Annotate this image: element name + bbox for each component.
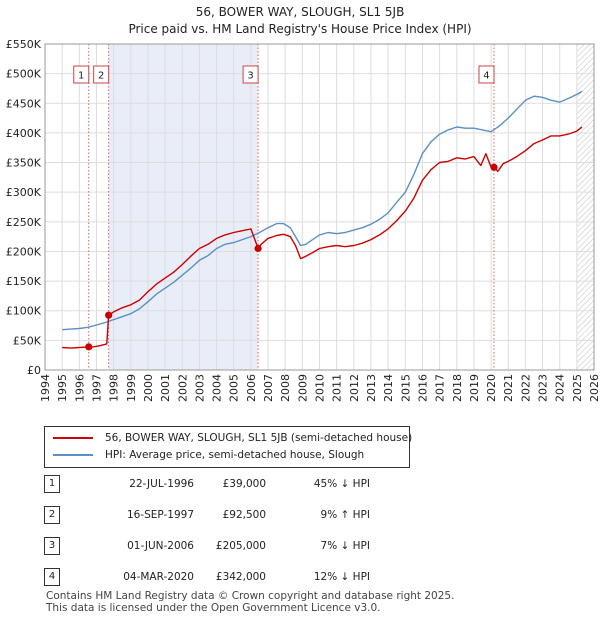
transaction-price: £39,000 xyxy=(222,478,266,490)
transaction-marker xyxy=(254,244,262,253)
x-tick-label: 2016 xyxy=(416,374,429,402)
transaction-number: 3 xyxy=(44,537,60,555)
legend-swatch-price xyxy=(53,437,93,439)
plot-frame xyxy=(44,43,595,371)
transaction-label-box xyxy=(73,65,90,84)
chart-title: 56, BOWER WAY, SLOUGH, SL1 5JB xyxy=(195,5,405,19)
x-tick-label: 2012 xyxy=(348,374,361,402)
transaction-hpi-diff: 7% ↓ HPI xyxy=(320,540,370,552)
transaction-date: 22-JUL-1996 xyxy=(129,478,194,490)
y-tick-label: £450K xyxy=(6,97,42,110)
x-tick-label: 2001 xyxy=(159,374,172,402)
transaction-number: 1 xyxy=(44,475,60,493)
transaction-label: 3 xyxy=(247,71,253,82)
y-tick-label: £500K xyxy=(6,68,42,81)
x-tick-label: 2026 xyxy=(588,374,600,402)
chart-subtitle: Price paid vs. HM Land Registry's House … xyxy=(128,22,472,36)
x-tick-label: 1996 xyxy=(73,374,86,402)
x-tick-label: 2003 xyxy=(193,374,206,402)
x-tick-label: 2018 xyxy=(451,374,464,402)
y-tick-label: £50K xyxy=(13,334,42,347)
x-tick-label: 2023 xyxy=(537,374,550,402)
x-tick-label: 2013 xyxy=(365,374,378,402)
transaction-marker xyxy=(85,343,93,351)
y-tick-label: £150K xyxy=(6,275,42,288)
legend: 56, BOWER WAY, SLOUGH, SL1 5JB (semi-det… xyxy=(44,426,412,468)
transaction-label-box xyxy=(242,65,259,84)
y-tick-label: £250K xyxy=(6,216,42,229)
x-tick-label: 2025 xyxy=(571,374,584,402)
x-tick-label: 2002 xyxy=(176,374,189,402)
x-tick-label: 2007 xyxy=(262,374,275,402)
x-tick-label: 2010 xyxy=(314,374,327,402)
transaction-hpi-diff: 12% ↓ HPI xyxy=(313,571,370,583)
transaction-hpi-diff: 9% ↑ HPI xyxy=(320,509,370,521)
transaction-label: 4 xyxy=(483,71,489,82)
x-tick-label: 1997 xyxy=(90,374,103,402)
y-tick-label: £100K xyxy=(6,305,42,318)
transaction-number: 2 xyxy=(44,506,60,524)
legend-label-hpi: HPI: Average price, semi-detached house,… xyxy=(105,449,365,461)
legend-swatch-hpi xyxy=(53,454,93,456)
future-hatch xyxy=(576,44,594,370)
y-tick-label: £200K xyxy=(6,245,42,258)
x-tick-label: 2017 xyxy=(434,374,447,402)
footer-copyright: Contains HM Land Registry data © Crown c… xyxy=(46,590,455,602)
x-tick-label: 2015 xyxy=(399,374,412,402)
footer: Contains HM Land Registry data © Crown c… xyxy=(46,590,454,614)
x-tick-label: 2004 xyxy=(211,374,224,402)
x-tick-label: 2019 xyxy=(468,374,481,402)
footer-licence: This data is licensed under the Open Gov… xyxy=(46,602,381,614)
x-tick-label: 2014 xyxy=(382,374,395,402)
legend-label-price: 56, BOWER WAY, SLOUGH, SL1 5JB (semi-det… xyxy=(105,432,413,444)
x-tick-label: 2005 xyxy=(228,374,241,402)
hpi-series-line xyxy=(62,90,583,331)
y-tick-label: £0 xyxy=(27,364,41,377)
transaction-date: 16-SEP-1997 xyxy=(126,509,194,521)
x-tick-label: 1998 xyxy=(108,374,121,402)
transaction-label: 2 xyxy=(98,71,104,82)
x-tick-label: 2008 xyxy=(279,374,292,402)
y-tick-label: £350K xyxy=(6,157,42,170)
transaction-number: 4 xyxy=(44,568,60,586)
transaction-marker xyxy=(490,163,498,171)
x-tick-label: 2022 xyxy=(519,374,532,402)
x-tick-label: 2020 xyxy=(485,374,498,402)
x-tick-label: 2000 xyxy=(142,374,155,402)
transaction-price: £205,000 xyxy=(215,540,266,552)
x-tick-label: 1995 xyxy=(56,374,69,402)
y-tick-label: £300K xyxy=(6,186,42,199)
transaction-price: £342,000 xyxy=(215,571,266,583)
x-tick-label: 1994 xyxy=(39,374,52,402)
transaction-label-box xyxy=(93,65,110,84)
x-tick-label: 2009 xyxy=(296,374,309,402)
transaction-price: £92,500 xyxy=(222,509,266,521)
transaction-hpi-diff: 45% ↓ HPI xyxy=(313,478,370,490)
legend-item-price: 56, BOWER WAY, SLOUGH, SL1 5JB (semi-det… xyxy=(53,430,412,446)
y-tick-label: £400K xyxy=(6,127,42,140)
x-tick-label: 2021 xyxy=(502,374,515,402)
transaction-label: 1 xyxy=(78,71,84,82)
x-tick-label: 1999 xyxy=(125,374,138,402)
shaded-period xyxy=(108,44,259,370)
x-tick-label: 2024 xyxy=(554,374,567,402)
transaction-label-box xyxy=(478,65,495,84)
legend-item-hpi: HPI: Average price, semi-detached house,… xyxy=(53,447,364,463)
transaction-date: 04-MAR-2020 xyxy=(123,571,194,583)
x-tick-label: 2011 xyxy=(331,374,344,402)
price-chart: 1 2 3 4 £0 £50K £100K £150K £200K £250K £300K £350K… xyxy=(6,38,600,402)
transaction-marker xyxy=(105,311,113,319)
x-tick-label: 2006 xyxy=(245,374,258,402)
y-tick-label: £550K xyxy=(6,38,42,51)
transaction-date: 01-JUN-2006 xyxy=(127,540,194,552)
chart-title-block: 56, BOWER WAY, SLOUGH, SL1 5JB Price pai… xyxy=(0,4,600,38)
